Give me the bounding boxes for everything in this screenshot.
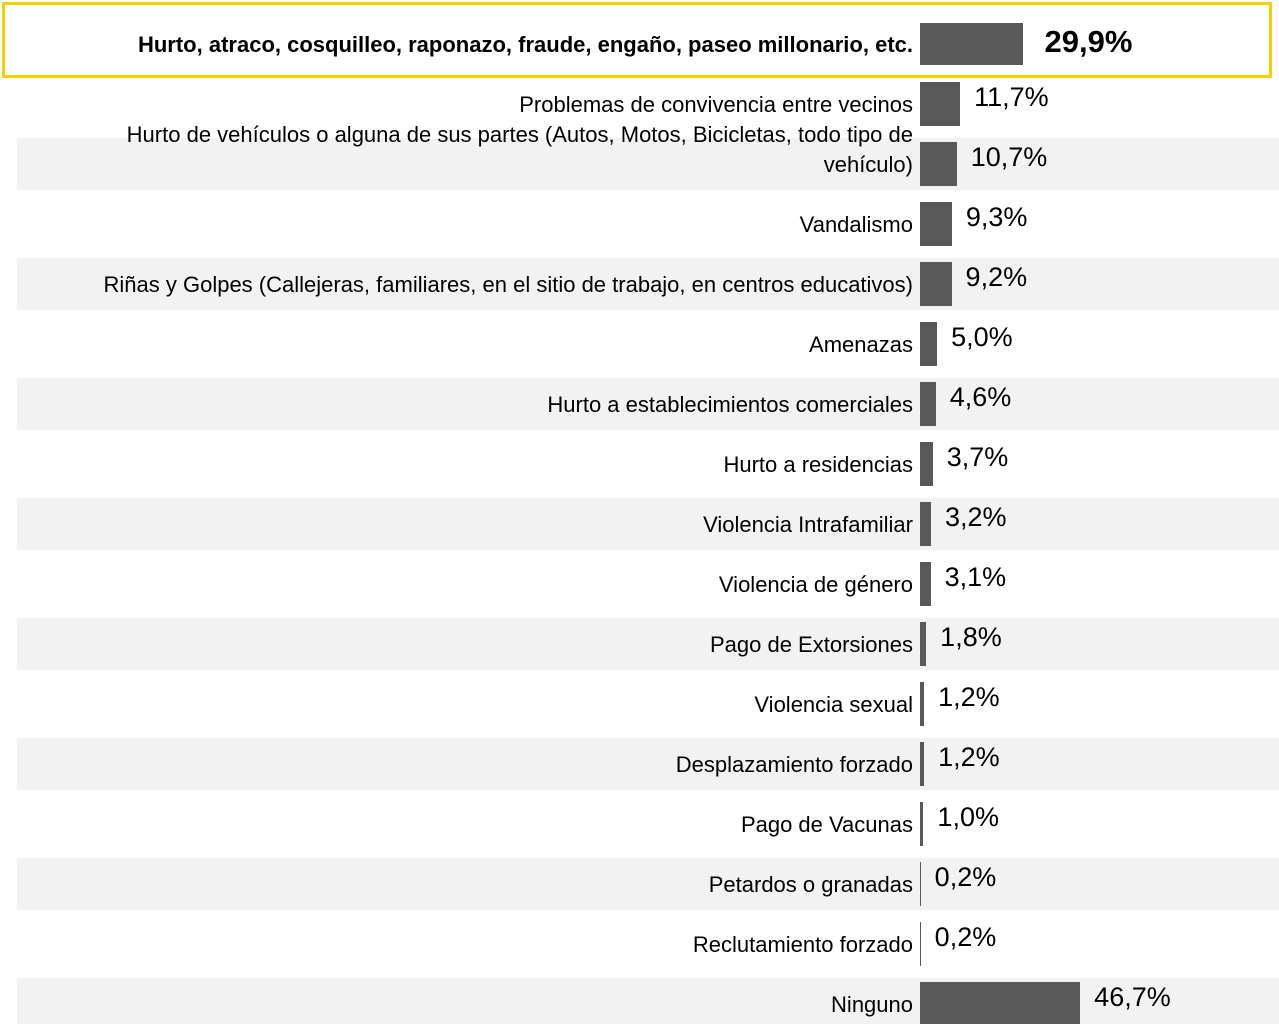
value-label: 46,7%: [1094, 982, 1171, 1012]
value-label: 1,2%: [938, 682, 1000, 712]
value-label: 0,2%: [934, 922, 997, 952]
value-label: 3,1%: [944, 562, 1007, 592]
category-label: Problemas de convivencia entre vecinos: [519, 92, 913, 117]
category-label: Amenazas: [809, 332, 913, 357]
row-band: [17, 618, 1279, 670]
category-label: Vandalismo: [799, 212, 913, 237]
value-label: 29,9%: [1044, 24, 1133, 59]
row-band: [17, 858, 1279, 910]
bar: [920, 982, 1081, 1024]
category-label: Desplazamiento forzado: [675, 752, 913, 777]
row-band: [17, 738, 1279, 790]
value-label: 5,0%: [951, 322, 1013, 352]
bar: [920, 562, 931, 606]
value-label: 1,2%: [938, 742, 1000, 772]
category-label: Pago de Extorsiones: [709, 632, 913, 657]
bar: [920, 142, 957, 186]
bar: [920, 322, 938, 366]
bar: [920, 202, 952, 246]
category-label: Violencia sexual: [754, 692, 913, 717]
bar: [920, 382, 936, 426]
category-label: Pago de Vacunas: [740, 812, 913, 837]
category-label: Hurto, atraco, cosquilleo, raponazo, fra…: [137, 32, 913, 57]
row-band: [17, 378, 1279, 430]
value-label: 0,2%: [934, 862, 997, 892]
row-band: [17, 138, 1279, 190]
bar: [920, 622, 927, 666]
value-label: 3,2%: [944, 502, 1007, 532]
bar: [920, 262, 952, 306]
bar: [920, 802, 924, 846]
bar: [920, 442, 933, 486]
category-label: Hurto a residencias: [723, 452, 913, 477]
category-label: Riñas y Golpes (Callejeras, familiares, …: [103, 272, 914, 297]
category-label: Violencia Intrafamiliar: [703, 512, 913, 537]
category-label: Violencia de género: [718, 572, 913, 597]
value-label: 9,3%: [965, 202, 1028, 232]
row-band: [17, 498, 1279, 550]
bar: [920, 23, 1023, 65]
highlight-box: [2, 2, 1272, 78]
value-label: 3,7%: [946, 442, 1009, 472]
category-label: Hurto a establecimientos comerciales: [547, 392, 913, 417]
value-label: 1,8%: [940, 622, 1002, 652]
bar: [920, 502, 931, 546]
value-label: 10,7%: [970, 142, 1048, 172]
bar: [920, 682, 925, 726]
category-label: Hurto de vehículos o alguna de sus parte…: [126, 122, 913, 177]
category-label: Ninguno: [831, 992, 913, 1017]
value-label: 4,6%: [949, 382, 1012, 412]
category-label: Reclutamiento forzado: [692, 932, 913, 957]
bar: [920, 862, 921, 906]
bar: [920, 742, 925, 786]
value-label: 1,0%: [937, 802, 999, 832]
category-label: Petardos o granadas: [708, 872, 913, 897]
value-label: 9,2%: [965, 262, 1028, 292]
row-band: [17, 258, 1279, 310]
value-label: 11,7%: [974, 82, 1049, 112]
bar: [920, 922, 921, 966]
bar: [920, 82, 961, 126]
